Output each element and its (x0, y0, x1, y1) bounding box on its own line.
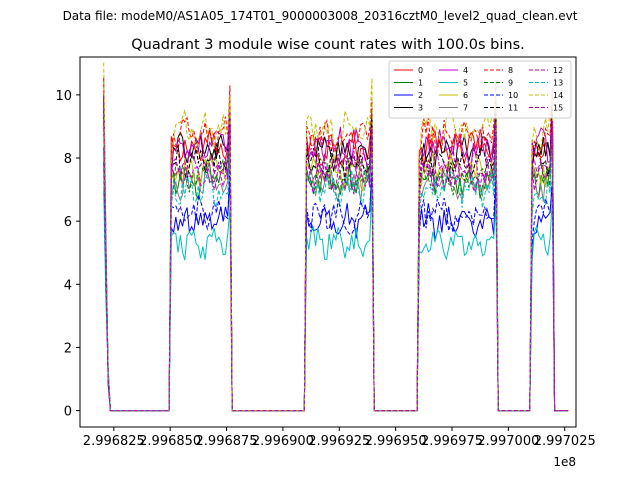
legend-label-8: 8 (508, 66, 513, 75)
legend-label-15: 15 (553, 104, 563, 113)
x-tick-label: 2.996900 (252, 434, 314, 449)
series-layer (103, 62, 569, 412)
x-tick-label: 2.996850 (139, 434, 201, 449)
chart-title: Quadrant 3 module wise count rates with … (131, 37, 525, 53)
x-tick-label: 2.996925 (308, 434, 370, 449)
legend-label-5: 5 (463, 79, 468, 88)
legend-label-0: 0 (418, 66, 423, 75)
series-line-5 (103, 187, 569, 412)
y-tick-label: 2 (64, 341, 72, 356)
y-tick-label: 8 (64, 152, 72, 167)
x-axis: 2.9968252.9968502.9968752.9969002.996925… (83, 427, 596, 449)
legend-label-2: 2 (418, 91, 423, 100)
legend-frame (388, 60, 572, 119)
series-line-15 (103, 120, 569, 412)
y-tick-label: 6 (64, 215, 72, 230)
x-tick-label: 2.996950 (365, 434, 427, 449)
x-tick-label: 2.997025 (534, 434, 596, 449)
series-line-10 (103, 161, 569, 412)
axes-frame (79, 56, 577, 428)
series-line-8 (103, 78, 569, 412)
legend-label-13: 13 (553, 79, 563, 88)
legend-label-10: 10 (508, 91, 518, 100)
series-line-13 (103, 132, 569, 412)
y-axis: 0 2 4 6 8 10 (55, 89, 80, 420)
legend-label-9: 9 (508, 79, 513, 88)
legend-label-11: 11 (508, 104, 518, 113)
x-tick-label: 2.996825 (83, 434, 145, 449)
series-line-6 (103, 107, 569, 412)
x-tick-label: 2.996975 (421, 434, 483, 449)
legend-label-6: 6 (463, 91, 468, 100)
y-tick-label: 4 (64, 278, 72, 293)
legend-label-14: 14 (553, 91, 563, 100)
legend-label-1: 1 (418, 79, 423, 88)
legend-label-7: 7 (463, 104, 468, 113)
y-tick-label: 0 (64, 405, 72, 420)
y-tick-label: 10 (55, 89, 72, 104)
x-offset-label: 1e8 (553, 455, 576, 469)
chart-suptitle: Data file: modeM0/AS1A05_174T01_90000030… (63, 9, 578, 23)
x-tick-label: 2.997000 (477, 434, 539, 449)
series-line-14 (103, 62, 569, 412)
series-line-4 (103, 77, 569, 412)
legend-label-3: 3 (418, 104, 423, 113)
x-tick-label: 2.996875 (196, 434, 258, 449)
legend-label-4: 4 (463, 66, 468, 75)
legend-label-12: 12 (553, 66, 563, 75)
